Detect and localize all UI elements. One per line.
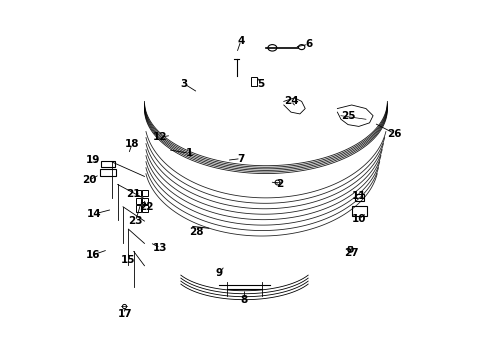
Bar: [135, 198, 141, 204]
Text: 6: 6: [305, 39, 312, 49]
Text: 22: 22: [139, 202, 153, 212]
Text: 12: 12: [153, 132, 167, 142]
Bar: [142, 190, 147, 196]
Text: 11: 11: [351, 191, 366, 201]
Bar: [100, 169, 116, 176]
Text: 14: 14: [87, 209, 102, 219]
Text: 4: 4: [237, 36, 244, 46]
Bar: [347, 246, 351, 251]
Text: 17: 17: [117, 309, 132, 319]
Text: 15: 15: [121, 255, 135, 265]
Text: 13: 13: [153, 243, 167, 253]
Bar: [142, 198, 147, 204]
Text: 9: 9: [216, 268, 223, 278]
Text: 19: 19: [85, 156, 100, 165]
Bar: [101, 161, 115, 167]
Text: 23: 23: [128, 216, 142, 226]
Text: 26: 26: [386, 129, 401, 139]
Text: 2: 2: [276, 179, 283, 189]
Bar: [135, 190, 141, 196]
Bar: [351, 206, 366, 216]
Text: 8: 8: [241, 295, 247, 305]
Text: 5: 5: [256, 78, 264, 89]
Text: 21: 21: [126, 189, 141, 199]
Text: 24: 24: [283, 96, 298, 107]
Text: 1: 1: [185, 148, 192, 158]
Text: 7: 7: [237, 154, 244, 163]
Bar: [135, 205, 141, 212]
Text: 16: 16: [85, 250, 100, 260]
Text: 20: 20: [81, 175, 96, 185]
Text: 3: 3: [180, 78, 187, 89]
Text: 28: 28: [189, 227, 203, 237]
Text: 18: 18: [124, 139, 139, 149]
Bar: [250, 77, 257, 86]
Text: 27: 27: [344, 248, 358, 258]
Bar: [354, 194, 364, 202]
Text: 10: 10: [351, 214, 366, 224]
Bar: [142, 205, 147, 212]
Text: 25: 25: [340, 111, 355, 121]
